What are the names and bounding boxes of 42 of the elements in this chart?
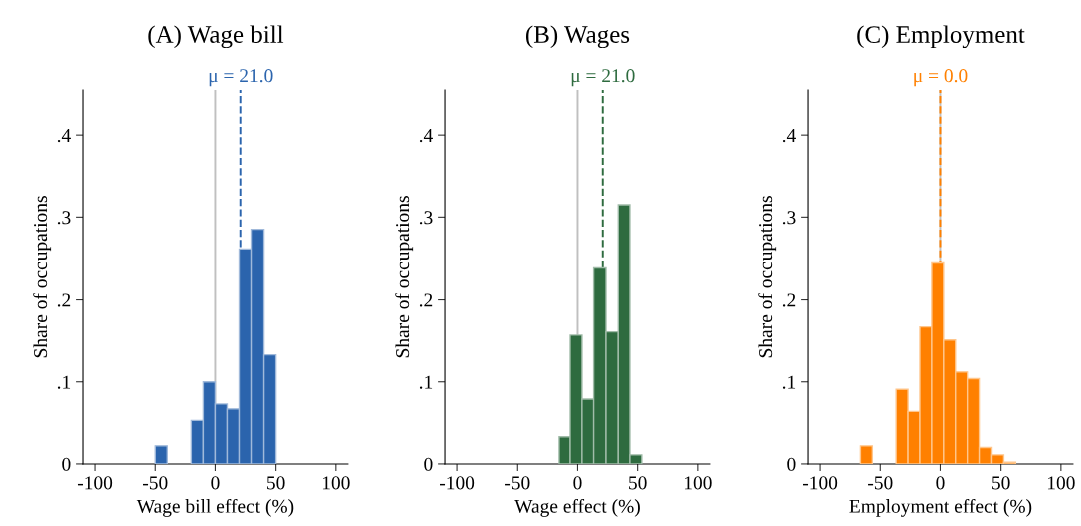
y-tick-label: 0 [62,457,71,471]
x-tick-label: 100 [1047,476,1075,490]
x-tick-label: 0 [573,476,582,490]
y-tick-label: 0 [424,457,433,471]
y-tick-label: .3 [419,211,433,225]
y-tick-label: .1 [57,375,71,389]
y-tick-label: .1 [419,375,433,389]
x-tick-label: 50 [267,476,285,490]
x-axis-title: Employment effect (%) [849,498,1032,517]
x-tick-label: -50 [143,476,168,490]
chart-title: (B) Wages [525,25,630,49]
x-axis-title: Wage effect (%) [514,498,640,517]
ref-line-label: μ = 21.0 [571,69,635,87]
y-tick-label: .2 [419,293,433,307]
chart-title: (C) Employment [857,25,1025,49]
x-axis-title: Wage bill effect (%) [136,498,294,517]
x-tick-label: 50 [629,476,647,490]
x-tick-label: 0 [936,476,945,490]
y-tick-label: 0 [787,457,796,471]
chart-title: (A) Wage bill [148,25,284,49]
y-tick-label: .3 [782,211,796,225]
y-tick-label: .4 [782,129,796,143]
y-axis-title: Share of occupations [33,196,52,358]
y-tick-label: .4 [419,129,433,143]
x-tick-label: -100 [802,476,838,490]
x-tick-label: -50 [505,476,530,490]
x-tick-label: 0 [211,476,220,490]
y-tick-label: .3 [57,211,71,225]
x-tick-label: -50 [868,476,893,490]
x-tick-label: 50 [992,476,1010,490]
y-tick-label: .1 [782,375,796,389]
ref-line-label: μ = 0.0 [914,69,968,87]
y-axis-title: Share of occupations [395,196,414,358]
ref-line-label: μ = 21.0 [209,69,273,87]
x-tick-label: -100 [439,476,475,490]
y-tick-label: .2 [782,293,796,307]
y-tick-label: .2 [57,293,71,307]
x-tick-label: 100 [684,476,712,490]
x-tick-label: 100 [322,476,350,490]
x-tick-label: -100 [77,476,113,490]
y-axis-title: Share of occupations [758,196,777,358]
y-tick-label: .4 [57,129,71,143]
